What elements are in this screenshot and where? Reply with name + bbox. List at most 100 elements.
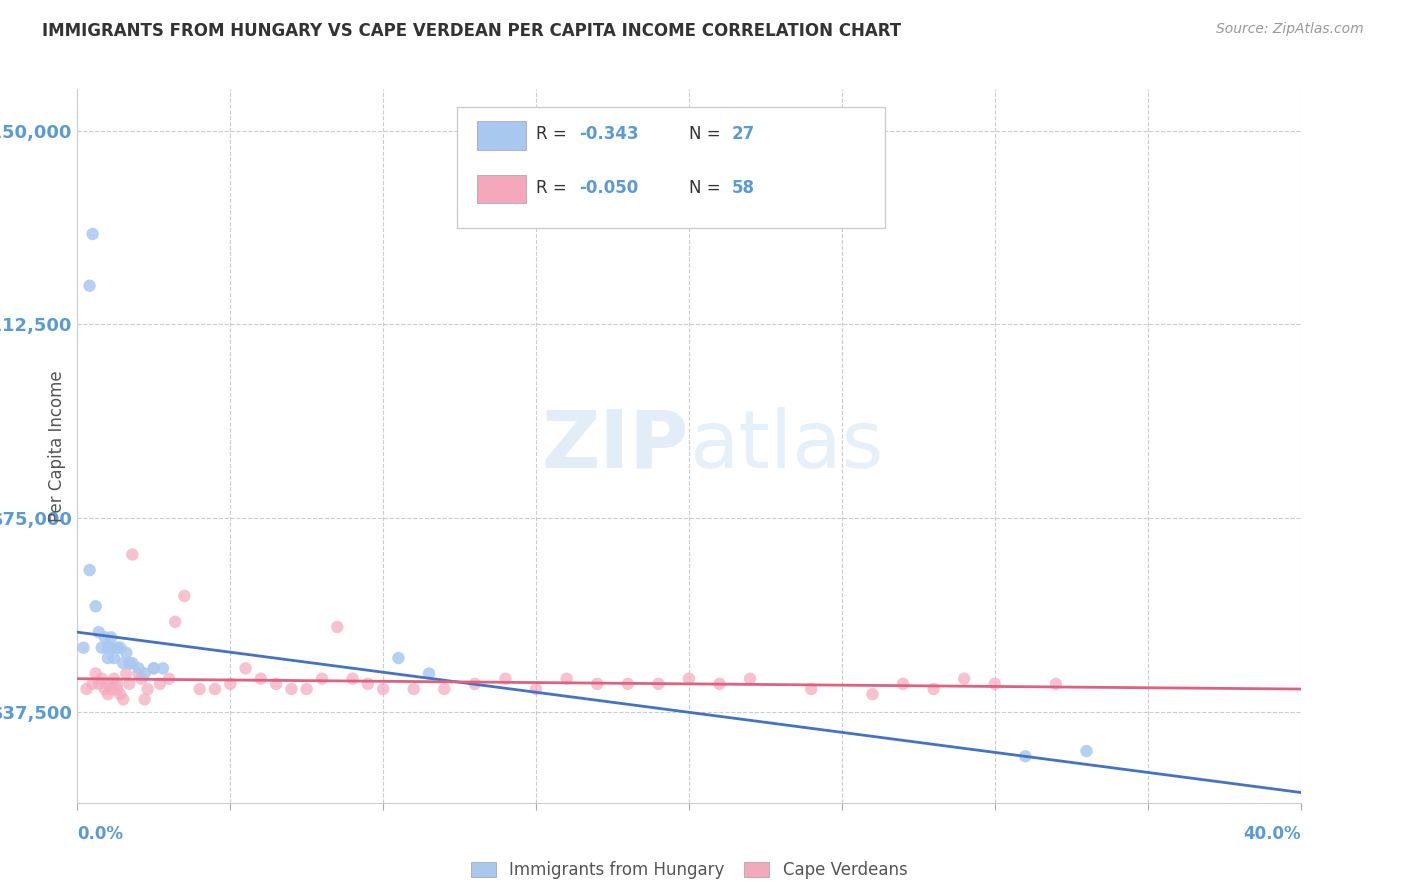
- Point: [586, 677, 609, 691]
- Point: [121, 548, 143, 562]
- Point: [103, 651, 125, 665]
- Text: N =: N =: [689, 178, 725, 196]
- Point: [79, 278, 101, 293]
- Point: [87, 625, 110, 640]
- Point: [100, 630, 122, 644]
- Point: [134, 666, 156, 681]
- Point: [862, 687, 884, 701]
- Point: [219, 677, 242, 691]
- Point: [94, 681, 117, 696]
- Point: [100, 640, 122, 655]
- Point: [709, 677, 731, 691]
- Point: [188, 681, 211, 696]
- Point: [495, 672, 517, 686]
- Point: [82, 677, 104, 691]
- Point: [97, 687, 120, 701]
- Text: atlas: atlas: [689, 407, 883, 485]
- Point: [115, 646, 138, 660]
- Point: [134, 692, 156, 706]
- Text: 58: 58: [731, 178, 755, 196]
- Point: [105, 681, 128, 696]
- Point: [90, 672, 112, 686]
- Text: 40.0%: 40.0%: [1243, 825, 1301, 843]
- Text: IMMIGRANTS FROM HUNGARY VS CAPE VERDEAN PER CAPITA INCOME CORRELATION CHART: IMMIGRANTS FROM HUNGARY VS CAPE VERDEAN …: [42, 22, 901, 40]
- FancyBboxPatch shape: [477, 121, 526, 150]
- Point: [402, 681, 425, 696]
- Point: [617, 677, 640, 691]
- Text: 27: 27: [731, 125, 755, 143]
- Point: [165, 615, 187, 629]
- Point: [152, 661, 174, 675]
- Point: [387, 651, 409, 665]
- Point: [103, 672, 125, 686]
- Point: [97, 640, 120, 655]
- Point: [128, 661, 150, 675]
- Point: [647, 677, 669, 691]
- Point: [250, 672, 273, 686]
- Point: [112, 692, 135, 706]
- Point: [740, 672, 762, 686]
- Point: [953, 672, 976, 686]
- Point: [800, 681, 823, 696]
- Point: [418, 666, 440, 681]
- FancyBboxPatch shape: [457, 107, 884, 228]
- Point: [371, 681, 394, 696]
- Point: [131, 672, 153, 686]
- Point: [82, 227, 104, 241]
- Point: [128, 666, 150, 681]
- Point: [115, 666, 138, 681]
- Point: [891, 677, 914, 691]
- Point: [235, 661, 257, 675]
- Text: 0.0%: 0.0%: [77, 825, 124, 843]
- Point: [264, 677, 287, 691]
- Point: [72, 640, 94, 655]
- Point: [984, 677, 1007, 691]
- Point: [97, 677, 120, 691]
- Text: Source: ZipAtlas.com: Source: ZipAtlas.com: [1216, 22, 1364, 37]
- Point: [108, 687, 131, 701]
- Point: [326, 620, 349, 634]
- Point: [121, 656, 143, 670]
- Point: [1045, 677, 1067, 691]
- Point: [555, 672, 578, 686]
- Point: [76, 681, 98, 696]
- Point: [464, 677, 486, 691]
- Point: [149, 677, 172, 691]
- Point: [311, 672, 333, 686]
- Point: [524, 681, 547, 696]
- Point: [433, 681, 456, 696]
- Point: [94, 630, 117, 644]
- Point: [84, 599, 107, 614]
- FancyBboxPatch shape: [477, 175, 526, 203]
- Text: -0.343: -0.343: [579, 125, 638, 143]
- Point: [87, 677, 110, 691]
- Point: [204, 681, 226, 696]
- Point: [108, 640, 131, 655]
- Point: [142, 661, 165, 675]
- Point: [118, 677, 141, 691]
- Text: R =: R =: [536, 178, 572, 196]
- Legend: Immigrants from Hungary, Cape Verdeans: Immigrants from Hungary, Cape Verdeans: [463, 853, 915, 888]
- Point: [79, 563, 101, 577]
- Point: [142, 661, 165, 675]
- Text: R =: R =: [536, 125, 572, 143]
- Point: [922, 681, 945, 696]
- Text: N =: N =: [689, 125, 725, 143]
- Point: [84, 666, 107, 681]
- Text: ZIP: ZIP: [541, 407, 689, 485]
- Point: [280, 681, 302, 696]
- Point: [112, 656, 135, 670]
- Y-axis label: Per Capita Income: Per Capita Income: [48, 370, 66, 522]
- Point: [118, 656, 141, 670]
- Point: [1076, 744, 1098, 758]
- Point: [100, 681, 122, 696]
- Point: [90, 640, 112, 655]
- Point: [295, 681, 318, 696]
- Point: [342, 672, 364, 686]
- Point: [105, 677, 128, 691]
- Point: [105, 640, 128, 655]
- Point: [157, 672, 180, 686]
- Point: [678, 672, 700, 686]
- Point: [173, 589, 195, 603]
- Point: [136, 681, 159, 696]
